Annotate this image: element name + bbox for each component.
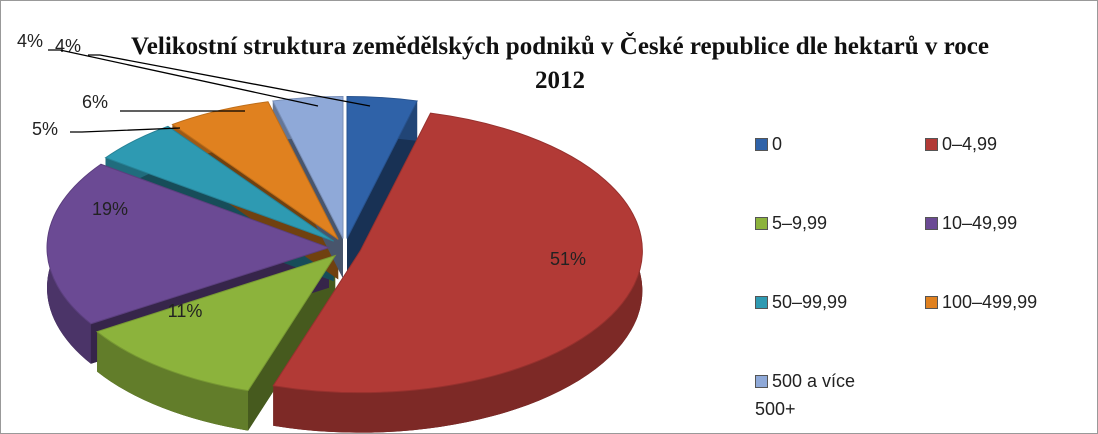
legend-label: 500 a více 500+ <box>755 371 856 419</box>
slice-side <box>347 100 418 279</box>
leader-line <box>88 54 371 107</box>
legend-label: 0 <box>772 134 783 154</box>
slice <box>272 112 643 394</box>
legend-swatch <box>755 296 768 309</box>
slice <box>104 125 334 242</box>
data-label: 6% <box>82 92 108 112</box>
legend-label: 0–4,99 <box>942 134 998 154</box>
legend-label: 10–49,99 <box>942 213 1018 233</box>
data-label: 4% <box>17 31 43 51</box>
legend-item: 10–49,99 <box>925 209 1055 237</box>
slice-wall <box>97 331 249 431</box>
legend-label: 100–499,99 <box>942 292 1038 312</box>
legend-item: 50–99,99 <box>755 288 885 316</box>
slice <box>96 254 337 392</box>
legend-item: 0–4,99 <box>925 130 1055 158</box>
legend-item: 0 <box>755 130 885 158</box>
data-label: 19% <box>92 199 128 219</box>
data-label: 51% <box>550 249 586 269</box>
slice <box>46 163 331 325</box>
data-label: 4% <box>55 36 81 56</box>
slice <box>346 95 418 239</box>
leader-line <box>48 49 319 107</box>
legend-item: 5–9,99 <box>755 209 885 237</box>
legend-swatch <box>925 217 938 230</box>
legend-swatch <box>755 217 768 230</box>
legend-swatch <box>925 138 938 151</box>
legend-swatch <box>755 138 768 151</box>
legend-label: 50–99,99 <box>772 292 848 312</box>
legend-swatch <box>925 296 938 309</box>
legend-swatch <box>755 375 768 388</box>
legend-item: 100–499,99 <box>925 288 1055 316</box>
leader-line <box>70 127 181 133</box>
slice <box>272 95 344 239</box>
legend-label: 5–9,99 <box>772 213 828 233</box>
data-label: 5% <box>32 119 58 139</box>
chart-title: Velikostní struktura zemědělských podnik… <box>131 33 989 94</box>
data-label: 11% <box>168 301 203 321</box>
slice-wall <box>273 113 643 433</box>
legend-item: 500 a více 500+ <box>755 367 865 423</box>
